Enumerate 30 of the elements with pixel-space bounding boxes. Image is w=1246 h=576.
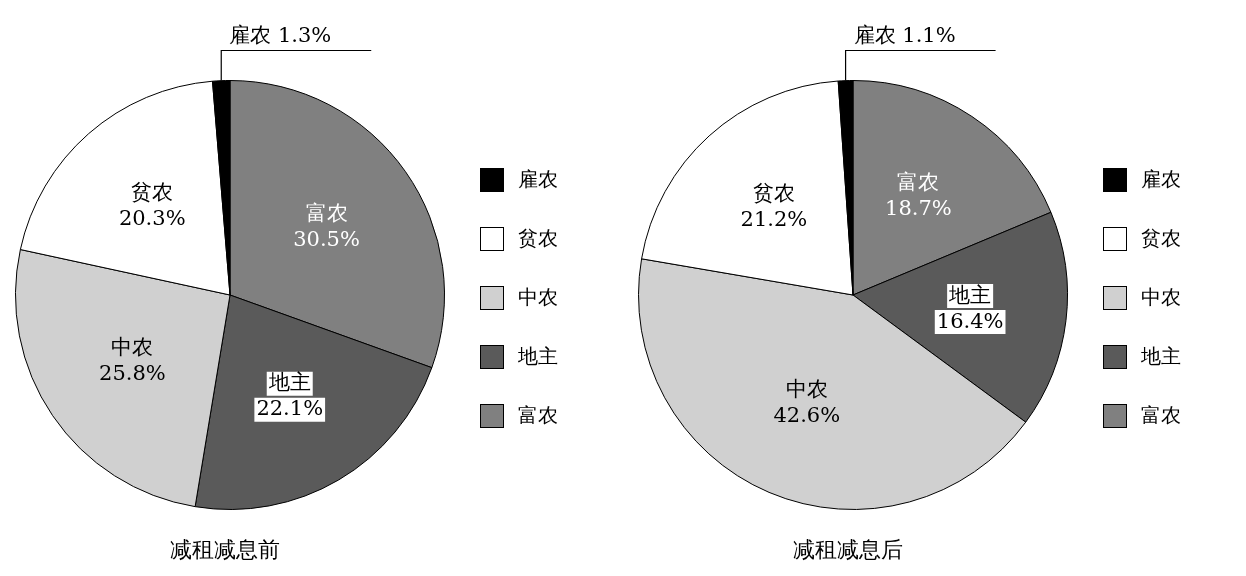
legend-label: 中农	[518, 284, 558, 311]
legend-label: 雇农	[1141, 166, 1181, 193]
slice-label: 贫农	[752, 180, 795, 205]
legend-label: 贫农	[1141, 225, 1181, 252]
data-label: 22.1%	[256, 396, 324, 421]
data-label: 42.6%	[773, 403, 841, 428]
legend-label: 雇农	[518, 166, 558, 193]
slice-label: 地主	[267, 370, 311, 395]
data-label: 16.4%	[936, 308, 1004, 333]
legend-label: 地主	[1141, 343, 1181, 370]
legend-label: 富农	[518, 402, 558, 429]
text: 减租减息后	[792, 536, 904, 564]
legend-label: 富农	[1141, 402, 1181, 429]
legend-label: 贫农	[518, 225, 558, 252]
data-label: 30.5%	[293, 226, 360, 251]
slice-label: 地主	[948, 282, 992, 307]
data-label: 21.2%	[740, 206, 808, 231]
slice-label: 中农	[111, 334, 154, 359]
slice-label: 中农	[785, 377, 828, 402]
slice-label: 富农	[305, 200, 348, 225]
legend-label: 地主	[518, 343, 558, 370]
category-label: 雇农 1.3%	[229, 22, 332, 47]
data-label: 18.7%	[885, 196, 952, 221]
slice-label: 贫农	[131, 179, 174, 204]
data-label: 25.8%	[99, 360, 166, 385]
category-label: 雇农 1.1%	[853, 22, 956, 47]
text: 减租减息前	[169, 536, 281, 564]
data-label: 20.3%	[118, 205, 186, 230]
slice-label: 富农	[897, 170, 940, 195]
legend-label: 中农	[1141, 284, 1181, 311]
